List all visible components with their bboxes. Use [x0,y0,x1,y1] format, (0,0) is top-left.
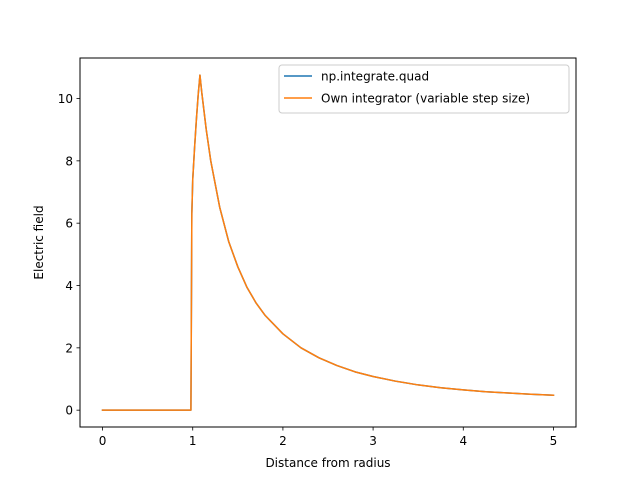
y-axis-label: Electric field [32,205,46,279]
x-tick-label: 1 [189,434,197,448]
x-axis-label: Distance from radius [265,456,390,470]
legend-box [278,64,570,114]
x-tick-label: 4 [459,434,467,448]
axes-frame [79,57,577,428]
y-tick-label: 6 [65,217,73,231]
y-axis-ticks: 0 2 4 6 8 10 [58,92,80,418]
series-layer [101,74,555,411]
axes-background [80,58,576,427]
plot-area [79,57,577,428]
y-tick-label: 2 [65,341,73,355]
series-line-1 [101,74,555,411]
y-tick-label: 4 [65,279,73,293]
y-tick-label: 8 [65,154,73,168]
legend-label-quad: np.integrate.quad [321,70,429,84]
x-tick-label: 3 [369,434,377,448]
x-tick-label: 2 [279,434,287,448]
legend: np.integrate.quad Own integrator (variab… [278,64,570,114]
y-tick-label: 10 [58,92,73,106]
x-tick-label: 0 [99,434,107,448]
x-tick-label: 5 [550,434,558,448]
legend-label-own-integrator: Own integrator (variable step size) [321,92,530,106]
y-tick-label: 0 [65,404,73,418]
x-axis-ticks: 0 1 2 3 4 5 [99,427,558,448]
